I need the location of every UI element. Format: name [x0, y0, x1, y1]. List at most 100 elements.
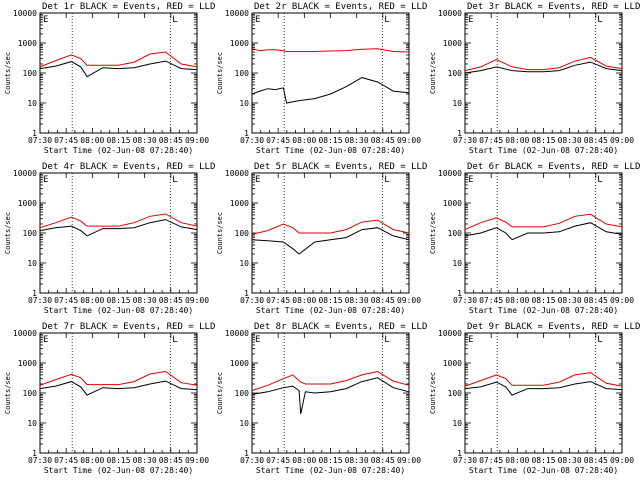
- x-tick-label: 08:00: [80, 456, 104, 465]
- y-axis-label: Counts/sec: [4, 212, 12, 254]
- y-tick-label: 1: [32, 449, 37, 458]
- plot-title: Det 9r BLACK = Events, RED = LLD: [467, 322, 640, 332]
- plot-det-5: Det 5r BLACK = Events, RED = LLD 1 10 100 10…: [216, 162, 427, 315]
- x-tick-label: 07:30: [453, 136, 477, 145]
- x-tick-label: 08:45: [371, 456, 395, 465]
- y-tick-label: 10000: [13, 329, 37, 338]
- legend-lld-glyph: L: [384, 175, 389, 185]
- series-lld-line: [39, 213, 198, 229]
- plot-title: Det 5r BLACK = Events, RED = LLD: [254, 162, 427, 172]
- y-axis-label: Counts/sec: [4, 372, 12, 414]
- y-axis-label: Counts/sec: [4, 52, 12, 94]
- legend-events-glyph: E: [255, 15, 260, 25]
- x-axis-label: Start Time (02-Jun-08 07:28:40): [256, 466, 405, 475]
- plot-title: Det 3r BLACK = Events, RED = LLD: [467, 2, 640, 12]
- legend-events-glyph: E: [468, 335, 473, 345]
- plot-det-9: Det 9r BLACK = Events, RED = LLD 1 10 100 10…: [429, 322, 640, 475]
- y-tick-label: 1: [244, 129, 249, 138]
- x-tick-label: 07:45: [266, 456, 290, 465]
- plot-det-7: Det 7r BLACK = Events, RED = LLD 1 10 100 10…: [4, 322, 215, 475]
- x-tick-label: 09:00: [610, 296, 634, 305]
- x-tick-label: 09:00: [185, 136, 209, 145]
- y-tick-label: 1: [32, 129, 37, 138]
- legend-lld-glyph: L: [384, 335, 389, 345]
- y-tick-label: 1000: [18, 39, 37, 48]
- y-tick-label: 1: [457, 449, 462, 458]
- x-tick-label: 07:45: [479, 296, 503, 305]
- y-tick-label: 10000: [438, 169, 462, 178]
- series-events-line: [39, 380, 198, 396]
- plot-title: Det 8r BLACK = Events, RED = LLD: [254, 322, 427, 332]
- x-tick-label: 09:00: [610, 136, 634, 145]
- series-events-line: [251, 377, 410, 415]
- x-tick-label: 08:00: [292, 456, 316, 465]
- x-tick-label: 08:45: [159, 296, 183, 305]
- y-tick-label: 100: [235, 389, 250, 398]
- x-tick-label: 08:00: [80, 296, 104, 305]
- plot-det-2: Det 2r BLACK = Events, RED = LLD 1 10 100 10…: [216, 2, 427, 155]
- x-tick-label: 08:45: [371, 136, 395, 145]
- x-tick-label: 08:00: [505, 296, 529, 305]
- x-tick-label: 09:00: [397, 456, 421, 465]
- x-tick-label: 08:15: [106, 136, 130, 145]
- x-axis-label: Start Time (02-Jun-08 07:28:40): [44, 306, 193, 315]
- series-events-line: [464, 381, 623, 396]
- y-tick-label: 10: [27, 419, 37, 428]
- x-tick-label: 08:45: [159, 456, 183, 465]
- x-tick-label: 08:30: [558, 136, 582, 145]
- x-tick-label: 09:00: [185, 296, 209, 305]
- y-tick-label: 1000: [230, 359, 249, 368]
- y-tick-label: 1000: [230, 199, 249, 208]
- plot-det-3: Det 3r BLACK = Events, RED = LLD 1 10 100 10…: [429, 2, 640, 155]
- series-events-line: [251, 227, 410, 255]
- y-tick-label: 100: [448, 229, 463, 238]
- y-tick-label: 1000: [18, 199, 37, 208]
- plot-det-8: Det 8r BLACK = Events, RED = LLD 1 10 100 10…: [216, 322, 427, 475]
- x-axis-label: Start Time (02-Jun-08 07:28:40): [44, 146, 193, 155]
- x-tick-label: 09:00: [610, 456, 634, 465]
- x-tick-label: 07:45: [479, 456, 503, 465]
- x-tick-label: 08:15: [106, 296, 130, 305]
- y-axis-label: Counts/sec: [216, 212, 224, 254]
- y-tick-label: 10: [239, 419, 249, 428]
- x-tick-label: 08:30: [558, 296, 582, 305]
- legend-lld-glyph: L: [597, 335, 602, 345]
- x-tick-label: 08:15: [531, 136, 555, 145]
- series-lld-line: [39, 370, 198, 386]
- x-tick-label: 08:30: [345, 296, 369, 305]
- legend-events-glyph: E: [43, 15, 48, 25]
- legend-lld-glyph: L: [172, 175, 177, 185]
- x-tick-label: 08:15: [531, 456, 555, 465]
- x-tick-label: 08:30: [345, 456, 369, 465]
- x-tick-label: 08:45: [584, 456, 608, 465]
- series-lld-line: [464, 213, 623, 231]
- x-tick-label: 08:00: [292, 136, 316, 145]
- legend-events-glyph: E: [43, 175, 48, 185]
- legend-lld-glyph: L: [384, 15, 389, 25]
- x-tick-label: 07:45: [54, 136, 78, 145]
- y-tick-label: 1000: [230, 39, 249, 48]
- plot-frame: [251, 12, 410, 134]
- y-tick-label: 1000: [18, 359, 37, 368]
- x-tick-label: 08:30: [133, 456, 157, 465]
- series-events-line: [464, 61, 623, 74]
- y-tick-label: 1: [244, 449, 249, 458]
- legend-events-glyph: E: [468, 175, 473, 185]
- x-tick-label: 07:45: [266, 136, 290, 145]
- series-lld-line: [39, 51, 198, 68]
- y-tick-label: 10: [27, 259, 37, 268]
- x-axis-label: Start Time (02-Jun-08 07:28:40): [44, 466, 193, 475]
- y-tick-label: 1: [244, 289, 249, 298]
- plot-title: Det 4r BLACK = Events, RED = LLD: [42, 162, 215, 172]
- x-tick-label: 08:30: [345, 136, 369, 145]
- x-tick-label: 08:30: [558, 456, 582, 465]
- x-tick-label: 08:15: [318, 456, 342, 465]
- plot-frame: [464, 12, 623, 134]
- series-lld-line: [251, 219, 410, 235]
- plot-title: Det 6r BLACK = Events, RED = LLD: [467, 162, 640, 172]
- y-axis-label: Counts/sec: [429, 372, 437, 414]
- y-tick-label: 100: [23, 69, 38, 78]
- plot-frame: [251, 332, 410, 454]
- x-tick-label: 08:00: [505, 136, 529, 145]
- x-tick-label: 07:45: [479, 136, 503, 145]
